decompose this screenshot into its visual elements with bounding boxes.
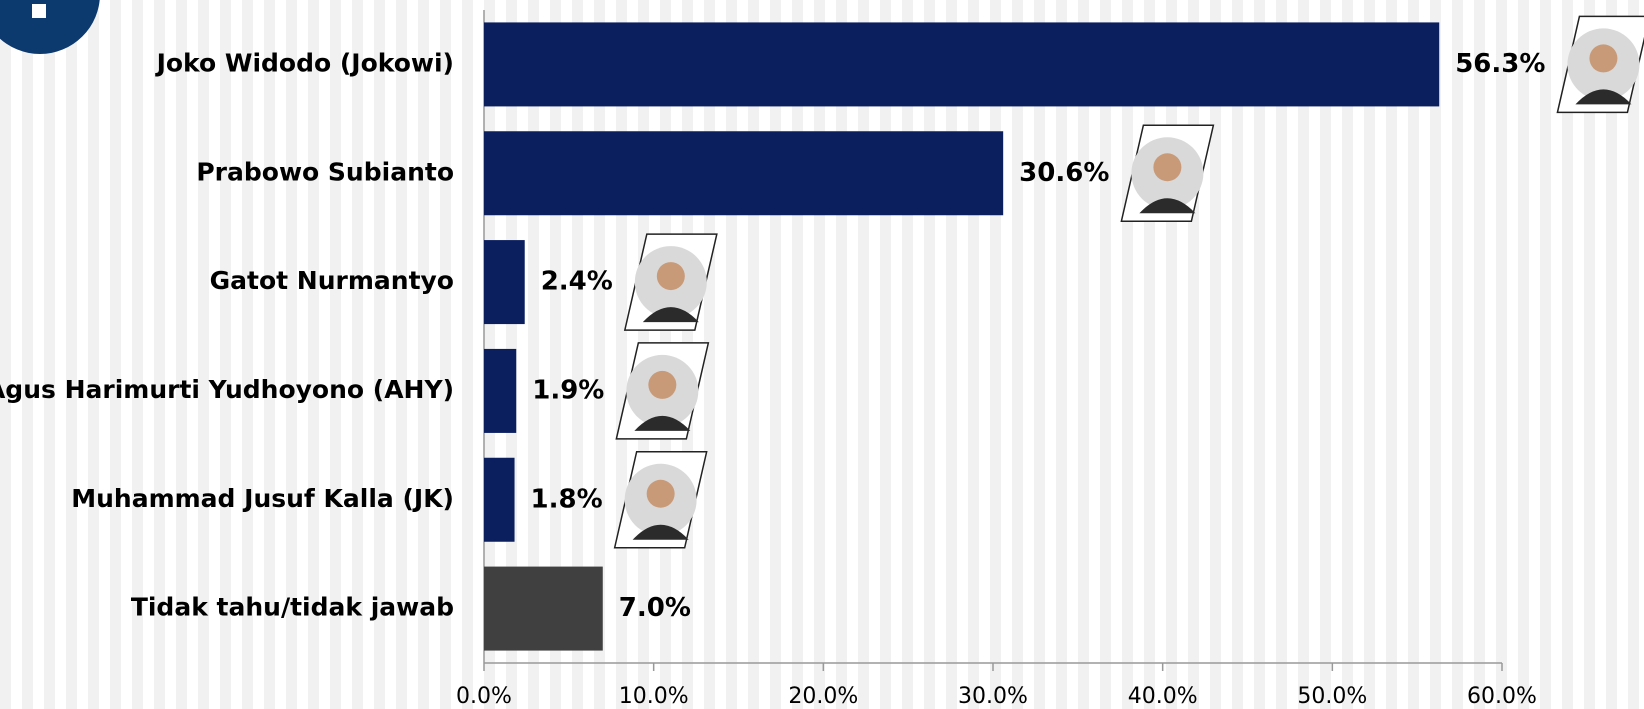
x-tick-label: 50.0% [1297, 684, 1367, 709]
bar [484, 457, 515, 542]
value-label: 56.3% [1455, 49, 1545, 79]
y-tick-label: Joko Widodo (Jokowi) [155, 48, 454, 77]
photo-person [1575, 89, 1632, 105]
bar [484, 240, 525, 325]
x-tick-label: 60.0% [1467, 684, 1537, 709]
value-label: 1.8% [531, 484, 603, 514]
y-tick-label: Muhammad Jusuf Kalla (JK) [71, 484, 454, 513]
bar [484, 22, 1440, 107]
photo-face [1153, 153, 1182, 182]
photo-person [642, 307, 699, 323]
value-label: 7.0% [619, 593, 691, 623]
photo-person [634, 415, 691, 431]
value-label: 2.4% [541, 267, 613, 297]
bar [484, 348, 517, 433]
photo-person [1139, 198, 1196, 214]
logo-mark [32, 4, 46, 18]
logo [0, 0, 100, 54]
y-tick-label: Tidak tahu/tidak jawab [131, 593, 454, 622]
x-tick-label: 20.0% [788, 684, 858, 709]
y-tick-label: Gatot Nurmantyo [210, 266, 454, 295]
photo-face [646, 479, 675, 508]
photo-face [1589, 44, 1618, 73]
photo-person [632, 524, 689, 540]
y-tick-label: Prabowo Subianto [196, 157, 454, 186]
x-tick-label: 30.0% [958, 684, 1028, 709]
bar [484, 131, 1004, 216]
value-label: 1.9% [532, 375, 604, 405]
bar [484, 566, 603, 651]
value-label: 30.6% [1019, 158, 1109, 188]
photo-face [656, 262, 685, 291]
x-tick-label: 10.0% [619, 684, 689, 709]
y-tick-label: Agus Harimurti Yudhoyono (AHY) [0, 375, 454, 404]
x-tick-label: 0.0% [456, 684, 512, 709]
photo-face [648, 370, 677, 399]
x-tick-label: 40.0% [1128, 684, 1198, 709]
